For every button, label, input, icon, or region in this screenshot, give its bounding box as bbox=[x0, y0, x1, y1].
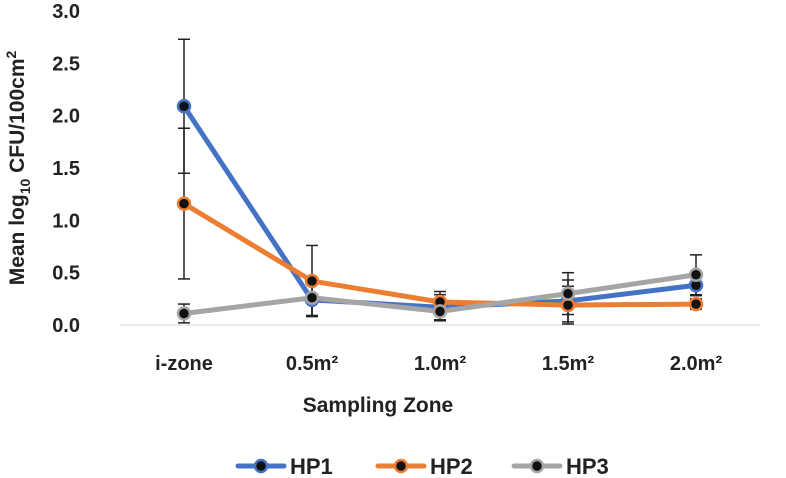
legend-marker-hp1 bbox=[253, 458, 269, 474]
legend-label-hp3: HP3 bbox=[566, 454, 609, 478]
series-line-hp1 bbox=[181, 103, 699, 310]
data-point-hp2 bbox=[304, 273, 320, 289]
y-tick-label: 2.5 bbox=[52, 53, 80, 75]
data-point-hp3 bbox=[688, 267, 704, 283]
x-tick-label: 1.5m² bbox=[542, 353, 595, 375]
x-tick-label: 0.5m² bbox=[286, 353, 339, 375]
legend: HP1 HP2 HP3 bbox=[235, 454, 609, 478]
y-axis-title-superscript: 2 bbox=[3, 50, 19, 58]
y-axis-title-subscript: 10 bbox=[17, 179, 33, 195]
y-tick-label: 2.0 bbox=[52, 106, 80, 128]
x-tick-label: 1.0m² bbox=[414, 353, 467, 375]
data-point-hp2 bbox=[688, 296, 704, 312]
y-tick-label: 0.5 bbox=[52, 263, 80, 285]
data-point-hp3 bbox=[304, 290, 320, 306]
x-axis-ticks: i-zone 0.5m² 1.0m² 1.5m² 2.0m² bbox=[155, 353, 722, 375]
legend-marker-hp3 bbox=[529, 458, 545, 474]
y-axis-title-suffix: CFU/100cm bbox=[6, 58, 29, 178]
data-point-hp1 bbox=[176, 98, 192, 114]
y-tick-label: 3.0 bbox=[52, 1, 80, 23]
y-tick-label: 1.0 bbox=[52, 210, 80, 232]
x-tick-label: i-zone bbox=[155, 353, 213, 375]
data-point-hp2 bbox=[176, 196, 192, 211]
legend-marker-hp2 bbox=[393, 458, 409, 474]
legend-label-hp1: HP1 bbox=[290, 454, 333, 478]
x-axis-title: Sampling Zone bbox=[303, 394, 454, 417]
data-point-hp2 bbox=[560, 297, 576, 313]
y-tick-label: 1.5 bbox=[52, 158, 80, 180]
y-axis-title: Mean log10 CFU/100cm2 bbox=[3, 50, 33, 285]
data-point-hp3 bbox=[560, 286, 576, 301]
legend-label-hp2: HP2 bbox=[430, 454, 473, 478]
data-point-hp3 bbox=[176, 306, 192, 321]
x-tick-label: 2.0m² bbox=[670, 353, 723, 375]
y-axis-title-prefix: Mean log bbox=[6, 194, 29, 285]
plot-area bbox=[120, 38, 760, 326]
y-tick-label: 0.0 bbox=[52, 315, 80, 337]
data-point-hp3 bbox=[432, 304, 448, 319]
y-axis-ticks: 0.0 0.5 1.0 1.5 2.0 2.5 3.0 bbox=[52, 1, 80, 337]
